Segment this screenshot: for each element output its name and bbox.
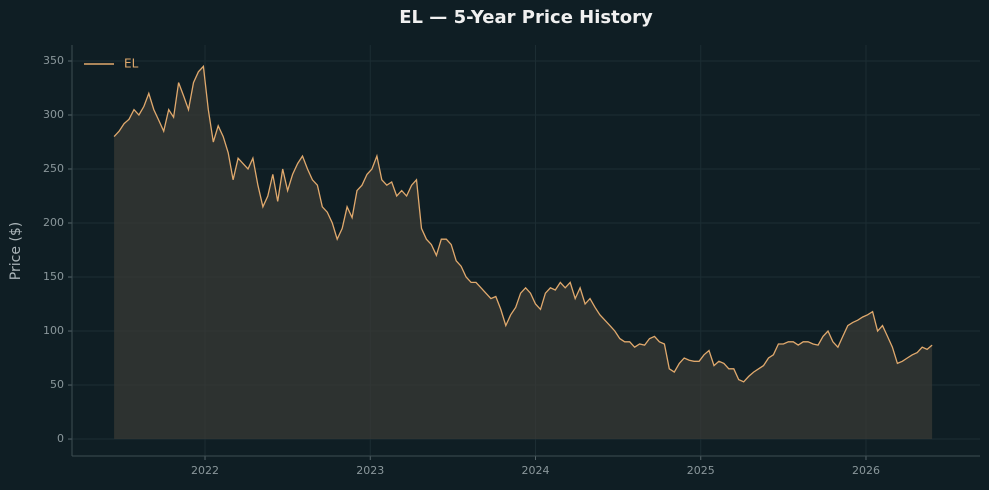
area	[114, 66, 933, 440]
y-tick-label: 100	[43, 324, 64, 337]
y-axis-label: Price ($)	[8, 222, 24, 280]
x-tick-label: 2024	[522, 464, 550, 477]
y-tick-label: 300	[43, 108, 64, 121]
y-tick-label: 350	[43, 54, 64, 67]
x-tick-label: 2022	[191, 464, 219, 477]
x-tick-label: 2025	[687, 464, 715, 477]
y-tick-label: 250	[43, 162, 64, 175]
y-tick-label: 50	[50, 378, 64, 391]
y-tick-label: 150	[43, 270, 64, 283]
line	[113, 64, 933, 383]
y-tick-label: 0	[57, 432, 64, 445]
y-tick-label: 200	[43, 216, 64, 229]
x-tick-label: 2026	[852, 464, 880, 477]
x-tick-label: 2023	[356, 464, 384, 477]
chart-title: EL — 5-Year Price History	[399, 7, 653, 28]
legend-label: EL	[124, 57, 139, 71]
